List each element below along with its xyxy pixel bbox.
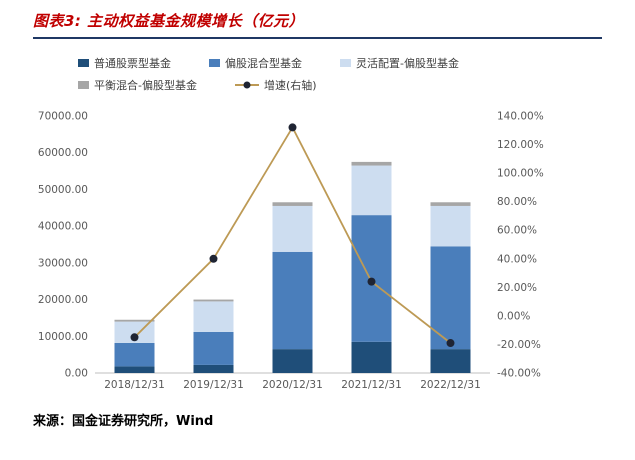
right-axis-tick-label: 80.00% xyxy=(497,196,537,208)
left-axis-tick-label: 70000.00 xyxy=(38,111,88,123)
legend-item: 偏股混合型基金 xyxy=(209,55,302,71)
left-axis-labels: 0.00 10000.00 20000.00 30000.00 40000.00 5000… xyxy=(38,111,88,380)
right-axis-tick-label: -40.00% xyxy=(497,368,541,380)
right-axis-tick-label: 140.00% xyxy=(497,111,544,123)
legend-label: 灵活配置-偏股型基金 xyxy=(356,57,459,70)
figure-title: 图表3: 主动权益基金规模增长（亿元） xyxy=(33,12,305,30)
left-axis-tick-label: 60000.00 xyxy=(38,147,88,159)
left-axis-tick-label: 40000.00 xyxy=(38,221,88,233)
legend-item: 灵活配置-偏股型基金 xyxy=(340,55,459,71)
left-axis-tick-label: 10000.00 xyxy=(38,331,88,343)
legend-swatch-icon xyxy=(209,59,220,67)
right-axis-tick-label: 0.00% xyxy=(497,310,530,322)
right-axis-tick-label: -20.00% xyxy=(497,339,541,351)
bar-segment xyxy=(351,161,392,166)
growth-line-marker xyxy=(288,123,297,132)
bar-segment xyxy=(193,299,234,302)
growth-line-marker xyxy=(209,254,218,263)
bar-segment xyxy=(351,341,392,373)
legend-swatch-icon xyxy=(340,59,351,67)
bar-segment xyxy=(114,366,155,373)
bar-segment xyxy=(193,301,234,332)
left-axis-tick-label: 50000.00 xyxy=(38,184,88,196)
legend-swatch-icon xyxy=(78,59,89,67)
title-divider xyxy=(33,37,602,39)
x-axis-tick-label: 2019/12/31 xyxy=(183,379,244,391)
bar-segment xyxy=(430,205,471,247)
legend-item: 普通股票型基金 xyxy=(78,55,171,71)
growth-line-series xyxy=(130,123,455,348)
bar-segment xyxy=(114,342,155,367)
source-note: 来源：国金证券研究所，Wind xyxy=(33,414,214,429)
bar-segment xyxy=(430,202,471,206)
legend-label: 增速(右轴) xyxy=(263,79,317,92)
x-axis-labels: 2018/12/31 2019/12/31 2020/12/31 2021/12/31… xyxy=(104,379,481,391)
left-axis-tick-label: 20000.00 xyxy=(38,294,88,306)
chart-legend: 普通股票型基金 偏股混合型基金 灵活配置-偏股型基金平衡混合-偏股型基金 增速(右轴) xyxy=(78,55,548,93)
right-axis-tick-label: 100.00% xyxy=(497,168,544,180)
bar-segment xyxy=(430,246,471,350)
left-axis-tick-label: 0.00 xyxy=(65,368,88,380)
bar-segment xyxy=(430,349,471,373)
left-axis-tick-label: 30000.00 xyxy=(38,257,88,269)
growth-line-marker xyxy=(130,333,139,342)
x-axis-tick-label: 2018/12/31 xyxy=(104,379,165,391)
x-axis-tick-label: 2020/12/31 xyxy=(262,379,323,391)
growth-line-marker xyxy=(367,277,376,286)
right-axis-tick-label: 20.00% xyxy=(497,282,537,294)
legend-item: 增速(右轴) xyxy=(234,77,317,93)
right-axis-labels: -40.00% -20.00% 0.00% 20.00% 40.00% 60.00% 80.… xyxy=(497,111,544,380)
growth-line-marker xyxy=(446,339,455,348)
chart-area: 0.00 10000.00 20000.00 30000.00 40000.00 5000… xyxy=(0,101,635,400)
bar-segment xyxy=(193,331,234,365)
legend-item: 平衡混合-偏股型基金 xyxy=(78,77,197,93)
right-axis-tick-label: 120.00% xyxy=(497,139,544,151)
x-axis-tick-label: 2022/12/31 xyxy=(420,379,481,391)
bar-series-group xyxy=(114,161,471,373)
right-axis-tick-label: 40.00% xyxy=(497,253,537,265)
bar-segment xyxy=(272,205,313,252)
legend-swatch-icon xyxy=(78,81,89,89)
x-axis-tick-label: 2021/12/31 xyxy=(341,379,402,391)
bar-segment xyxy=(272,349,313,373)
bar-segment xyxy=(272,251,313,350)
legend-line-marker-icon xyxy=(234,81,259,89)
bar-segment xyxy=(114,319,155,322)
stacked-bar-line-chart: 0.00 10000.00 20000.00 30000.00 40000.00 5000… xyxy=(38,111,544,392)
right-axis-tick-label: 60.00% xyxy=(497,225,537,237)
legend-label: 平衡混合-偏股型基金 xyxy=(94,79,197,92)
bar-segment xyxy=(351,165,392,216)
legend-label: 普通股票型基金 xyxy=(94,57,171,70)
legend-label: 偏股混合型基金 xyxy=(225,57,302,70)
bar-segment xyxy=(272,202,313,206)
bar-segment xyxy=(193,364,234,373)
